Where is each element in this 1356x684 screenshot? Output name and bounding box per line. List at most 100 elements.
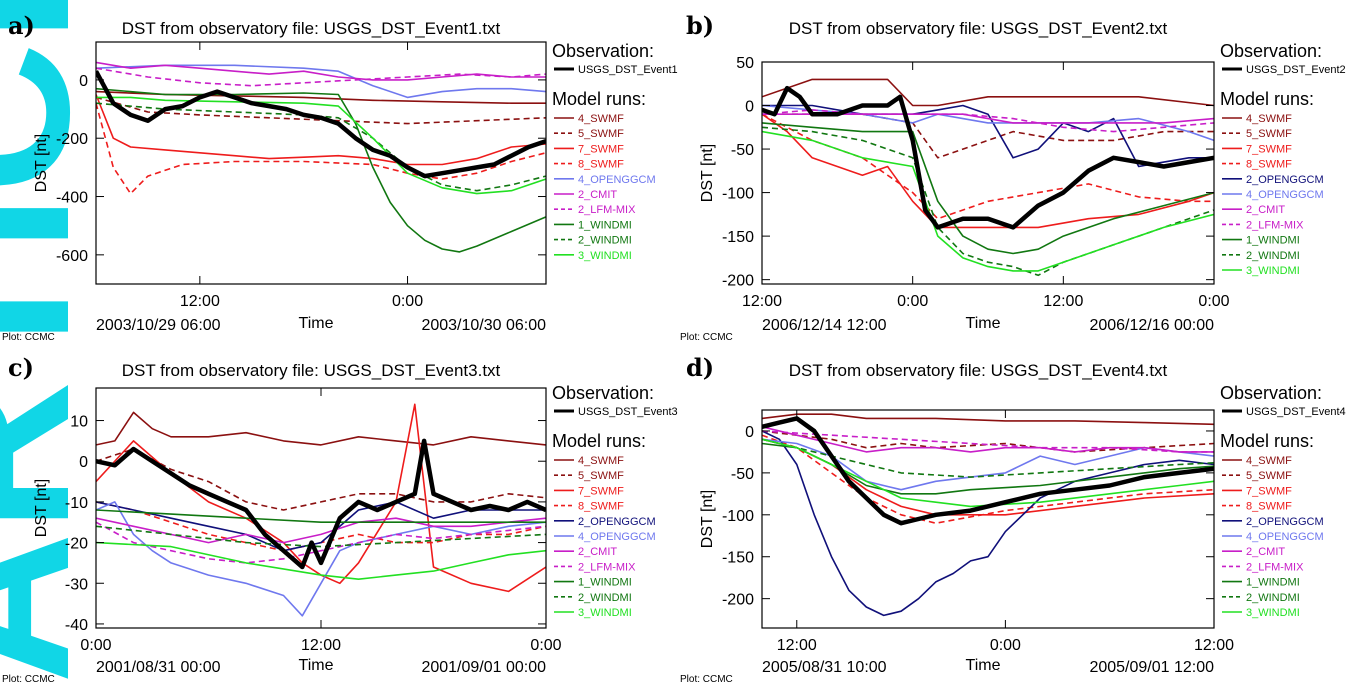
y-tick-label: -150 <box>722 229 754 246</box>
y-tick-label: -150 <box>722 550 754 567</box>
chart-panel-3: c) DST from observatory file: USGS_DST_Ev… <box>2 353 678 684</box>
chart-panel-4: d) DST from observatory file: USGS_DST_Ev… <box>680 353 1346 684</box>
series-line-usgs_dst_event4 <box>762 416 1214 526</box>
series-line-2_windmi <box>762 438 1214 478</box>
legend: Observation: USGS_DST_Event1 Model runs: 4_… <box>552 41 678 262</box>
legend-label-2_windmi: 2_WINDMI <box>1246 592 1300 604</box>
plot-area <box>96 61 546 253</box>
legend-label-4_swmf: 4_SWMF <box>1246 113 1292 125</box>
plot-credit: Plot: CCMC <box>680 332 733 343</box>
x-start-date: 2001/08/31 00:00 <box>96 659 221 676</box>
chart-panel-1: a) DST from observatory file: USGS_DST_Ev… <box>2 11 678 343</box>
legend-label-2_cmit: 2_CMIT <box>1246 204 1285 216</box>
legend-model-heading: Model runs: <box>552 431 646 451</box>
series-line-usgs_dst_event1 <box>96 70 546 179</box>
legend-label-observation: USGS_DST_Event3 <box>578 406 678 418</box>
legend-observation-heading: Observation: <box>552 41 654 61</box>
legend-label-7_swmf: 7_SWMF <box>1246 143 1292 155</box>
legend-label-4_swmf: 4_SWMF <box>578 455 624 467</box>
series-line-4_openggcm <box>96 64 546 99</box>
series-line-8_swmf <box>762 113 1214 220</box>
x-tick-label: 12:00 <box>1043 293 1083 310</box>
legend-label-2_openggcm: 2_OPENGGCM <box>1246 174 1324 186</box>
panel-letter: a) <box>8 11 35 40</box>
series-line-3_windmi <box>762 130 1214 272</box>
watermark-text: ARTICLE <box>0 0 113 684</box>
legend-label-7_swmf: 7_SWMF <box>578 485 624 497</box>
legend-label-4_swmf: 4_SWMF <box>1246 455 1292 467</box>
legend-label-3_windmi: 3_WINDMI <box>578 607 632 619</box>
legend-model-heading: Model runs: <box>552 89 646 109</box>
legend: Observation: USGS_DST_Event2 Model runs: 4_… <box>1220 41 1346 277</box>
x-tick-label: 0:00 <box>897 293 928 310</box>
series-line-1_windmi <box>96 87 546 253</box>
y-tick-label: 0 <box>79 73 88 90</box>
x-start-date: 2006/12/14 12:00 <box>762 317 887 334</box>
x-tick-label: 0:00 <box>1198 293 1229 310</box>
x-end-date: 2001/09/01 00:00 <box>421 659 546 676</box>
x-tick-label: 12:00 <box>301 637 341 654</box>
legend-label-2_cmit: 2_CMIT <box>1246 546 1285 558</box>
legend-label-2_windmi: 2_WINDMI <box>578 592 632 604</box>
y-tick-label: -400 <box>56 190 88 207</box>
legend-label-observation: USGS_DST_Event2 <box>1246 64 1346 76</box>
x-tick-label: 0:00 <box>530 637 561 654</box>
series-line-7_swmf <box>96 94 546 166</box>
series-line-2_lfm-mix <box>762 430 1214 453</box>
legend-label-4_swmf: 4_SWMF <box>578 113 624 125</box>
legend-label-5_swmf: 5_SWMF <box>578 470 624 482</box>
chart-title: DST from observatory file: USGS_DST_Even… <box>789 19 1168 38</box>
legend-label-8_swmf: 8_SWMF <box>1246 501 1292 513</box>
series-line-8_swmf <box>96 102 546 195</box>
y-tick-label: -100 <box>722 186 754 203</box>
y-tick-label: -200 <box>56 131 88 148</box>
legend-label-2_lfm-mix: 2_LFM-MIX <box>578 204 636 216</box>
legend-label-observation: USGS_DST_Event4 <box>1246 406 1346 418</box>
series-line-1_windmi <box>762 122 1214 255</box>
panel-letter: b) <box>686 11 714 40</box>
chart-title: DST from observatory file: USGS_DST_Even… <box>122 361 501 380</box>
y-tick-label: 0 <box>745 424 754 441</box>
legend-label-2_cmit: 2_CMIT <box>578 546 617 558</box>
legend-label-1_windmi: 1_WINDMI <box>578 577 632 589</box>
series-line-3_windmi <box>96 96 546 195</box>
x-axis-label: Time <box>299 657 334 674</box>
legend-label-8_swmf: 8_SWMF <box>578 501 624 513</box>
series-line-2_cmit <box>762 426 1214 453</box>
legend-label-8_swmf: 8_SWMF <box>578 159 624 171</box>
y-axis-label: DST [nt] <box>699 144 716 202</box>
chart-title: DST from observatory file: USGS_DST_Even… <box>789 361 1168 380</box>
legend-label-3_windmi: 3_WINDMI <box>1246 607 1300 619</box>
y-axis-label: DST [nt] <box>33 134 50 192</box>
legend-label-3_windmi: 3_WINDMI <box>1246 265 1300 277</box>
x-end-date: 2003/10/30 06:00 <box>421 317 546 334</box>
legend-label-2_lfm-mix: 2_LFM-MIX <box>578 561 636 573</box>
y-tick-label: -600 <box>56 248 88 265</box>
legend-label-4_openggcm: 4_OPENGGCM <box>1246 531 1324 543</box>
y-tick-label: 50 <box>736 55 754 72</box>
y-axis-label: DST [nt] <box>33 479 50 537</box>
legend-label-4_openggcm: 4_OPENGGCM <box>578 531 656 543</box>
legend-label-2_openggcm: 2_OPENGGCM <box>578 516 656 528</box>
series-line-3_windmi <box>96 541 546 581</box>
y-tick-label: -50 <box>731 466 754 483</box>
y-axis-label: DST [nt] <box>699 490 716 548</box>
legend-label-2_windmi: 2_WINDMI <box>578 235 632 247</box>
legend-label-2_openggcm: 2_OPENGGCM <box>1246 516 1324 528</box>
series-line-usgs_dst_event3 <box>96 438 546 570</box>
y-tick-label: -200 <box>722 273 754 290</box>
legend-label-1_windmi: 1_WINDMI <box>1246 235 1300 247</box>
legend-label-5_swmf: 5_SWMF <box>578 128 624 140</box>
series-line-2_cmit <box>96 61 546 81</box>
series-line-4_swmf <box>762 78 1214 107</box>
plot-credit: Plot: CCMC <box>2 332 55 343</box>
x-tick-label: 0:00 <box>990 637 1021 654</box>
plot-frame <box>95 41 547 285</box>
y-tick-label: -200 <box>722 592 754 609</box>
y-tick-label: -50 <box>731 142 754 159</box>
series-line-4_swmf <box>762 413 1214 426</box>
legend-observation-heading: Observation: <box>1220 383 1322 403</box>
x-end-date: 2006/12/16 00:00 <box>1089 317 1214 334</box>
series-line-5_swmf <box>762 430 1214 453</box>
